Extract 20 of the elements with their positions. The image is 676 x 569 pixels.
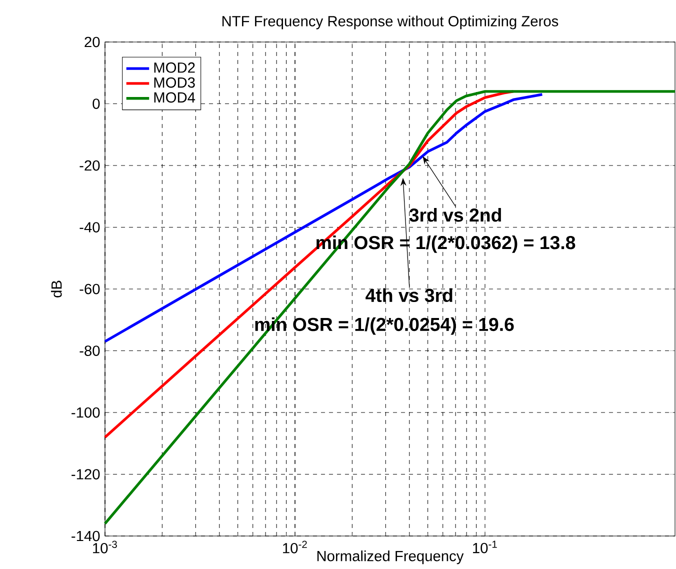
- annotation: 4th vs 3rd: [366, 288, 452, 302]
- x-tick-label: 10$^{-1}$: [473, 540, 497, 554]
- x-tick-label: 10$^{-3}$: [93, 540, 117, 554]
- x-tick-label: 10$^{-2}$: [283, 540, 307, 554]
- y-axis-title: dB: [51, 280, 62, 298]
- y-tick-label: -40: [80, 222, 100, 232]
- y-tick-label: -100: [72, 407, 100, 418]
- y-tick-label: 20: [84, 36, 100, 48]
- legend-label: MOD4: [154, 92, 196, 103]
- y-tick-label: -20: [80, 160, 100, 171]
- legend-label: MOD2: [154, 62, 195, 73]
- legend-label: MOD3: [154, 77, 195, 88]
- y-tick-label: 0: [92, 98, 100, 109]
- y-tick-label: -80: [80, 346, 100, 356]
- y-tick-label: -120: [72, 469, 100, 480]
- y-tick-label: -60: [80, 284, 100, 294]
- annotation: 3rd vs 2nd: [409, 208, 501, 222]
- x-axis-title: Normalized Frequency: [317, 550, 464, 564]
- y-tick-label: -140: [72, 530, 100, 542]
- chart-title: NTF Frequency Response without Optimizing Zeros: [222, 16, 558, 30]
